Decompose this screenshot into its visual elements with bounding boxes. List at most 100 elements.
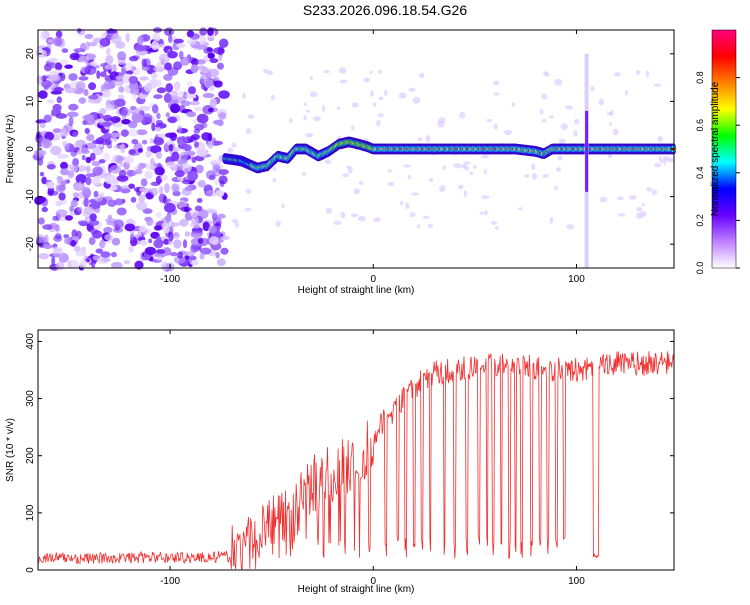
noise-blob xyxy=(464,166,470,171)
noise-blob xyxy=(207,107,214,113)
y-tick-label: 200 xyxy=(25,447,36,464)
noise-blob xyxy=(156,235,162,246)
noise-blob xyxy=(136,129,148,136)
noise-blob xyxy=(70,199,78,208)
noise-blob xyxy=(617,196,624,201)
noise-blob xyxy=(209,236,219,245)
noise-blob xyxy=(96,113,104,119)
noise-blob xyxy=(598,98,604,106)
noise-blob xyxy=(79,259,87,269)
noise-blob xyxy=(149,137,154,144)
noise-blob xyxy=(101,257,111,263)
noise-blob xyxy=(493,92,500,96)
noise-blob xyxy=(63,237,71,245)
noise-blob xyxy=(272,178,277,183)
noise-blob xyxy=(357,216,366,222)
noise-blob xyxy=(191,260,199,266)
noise-blob xyxy=(134,260,144,270)
noise-blob xyxy=(46,164,57,170)
noise-blob xyxy=(104,75,114,83)
noise-blob xyxy=(131,139,139,145)
noise-blob xyxy=(653,83,662,87)
noise-blob xyxy=(89,213,97,222)
noise-blob xyxy=(152,32,161,42)
noise-blob xyxy=(617,213,626,217)
noise-blob xyxy=(333,220,342,225)
noise-blob xyxy=(190,64,199,74)
noise-blob xyxy=(184,231,191,237)
noise-blob xyxy=(539,109,544,115)
noise-blob xyxy=(42,74,47,82)
noise-blob xyxy=(42,244,53,249)
noise-blob xyxy=(216,62,224,70)
noise-blob xyxy=(313,116,321,122)
noise-blob xyxy=(194,106,202,112)
noise-blob xyxy=(117,59,126,65)
noise-blob xyxy=(398,92,407,99)
spectrogram-noise-region xyxy=(32,27,675,272)
noise-blob xyxy=(151,122,156,132)
noise-blob xyxy=(76,165,87,172)
noise-blob xyxy=(156,112,161,120)
noise-blob xyxy=(640,211,647,217)
noise-blob xyxy=(68,103,79,111)
noise-blob xyxy=(387,181,395,187)
noise-blob xyxy=(113,80,125,86)
y-tick-label: 20 xyxy=(25,48,36,60)
noise-blob xyxy=(246,128,252,135)
noise-blob xyxy=(84,65,97,75)
y-tick-label: 0 xyxy=(25,146,36,152)
noise-blob xyxy=(184,255,190,260)
noise-blob xyxy=(103,226,113,234)
noise-blob xyxy=(58,192,66,201)
noise-blob xyxy=(202,221,210,232)
noise-blob xyxy=(186,250,195,258)
noise-blob xyxy=(207,71,212,79)
noise-blob xyxy=(641,203,645,207)
noise-blob xyxy=(163,73,173,81)
noise-blob xyxy=(176,43,186,48)
noise-blob xyxy=(573,130,578,137)
noise-blob xyxy=(88,236,96,246)
noise-blob xyxy=(111,237,121,246)
noise-blob xyxy=(38,217,45,225)
noise-blob xyxy=(560,123,568,130)
noise-blob xyxy=(68,116,74,127)
noise-blob xyxy=(110,116,121,123)
noise-blob xyxy=(171,151,180,162)
noise-blob xyxy=(114,198,124,206)
noise-blob xyxy=(82,120,88,126)
noise-blob xyxy=(72,236,79,241)
noise-blob xyxy=(100,251,111,258)
noise-blob xyxy=(91,262,96,268)
noise-blob xyxy=(383,89,388,96)
noise-blob xyxy=(75,81,86,91)
snr-line xyxy=(37,351,675,570)
noise-blob xyxy=(187,150,196,156)
noise-blob xyxy=(55,184,66,193)
noise-blob xyxy=(139,239,147,246)
noise-blob xyxy=(84,114,95,120)
noise-blob xyxy=(347,166,353,174)
noise-blob xyxy=(493,80,500,86)
noise-blob xyxy=(211,212,218,221)
noise-blob xyxy=(103,132,112,140)
noise-blob xyxy=(61,154,69,159)
noise-blob xyxy=(69,52,80,61)
noise-blob xyxy=(187,171,199,181)
noise-blob xyxy=(479,211,485,215)
noise-blob xyxy=(92,166,104,176)
noise-blob xyxy=(387,169,392,173)
noise-blob xyxy=(54,62,63,71)
noise-blob xyxy=(128,183,136,189)
noise-blob xyxy=(486,118,493,123)
noise-blob xyxy=(503,129,512,135)
noise-blob xyxy=(183,144,192,152)
noise-blob xyxy=(197,180,206,188)
noise-blob xyxy=(115,154,124,164)
noise-blob xyxy=(196,59,206,65)
noise-blob xyxy=(43,84,49,91)
noise-blob xyxy=(208,209,218,215)
